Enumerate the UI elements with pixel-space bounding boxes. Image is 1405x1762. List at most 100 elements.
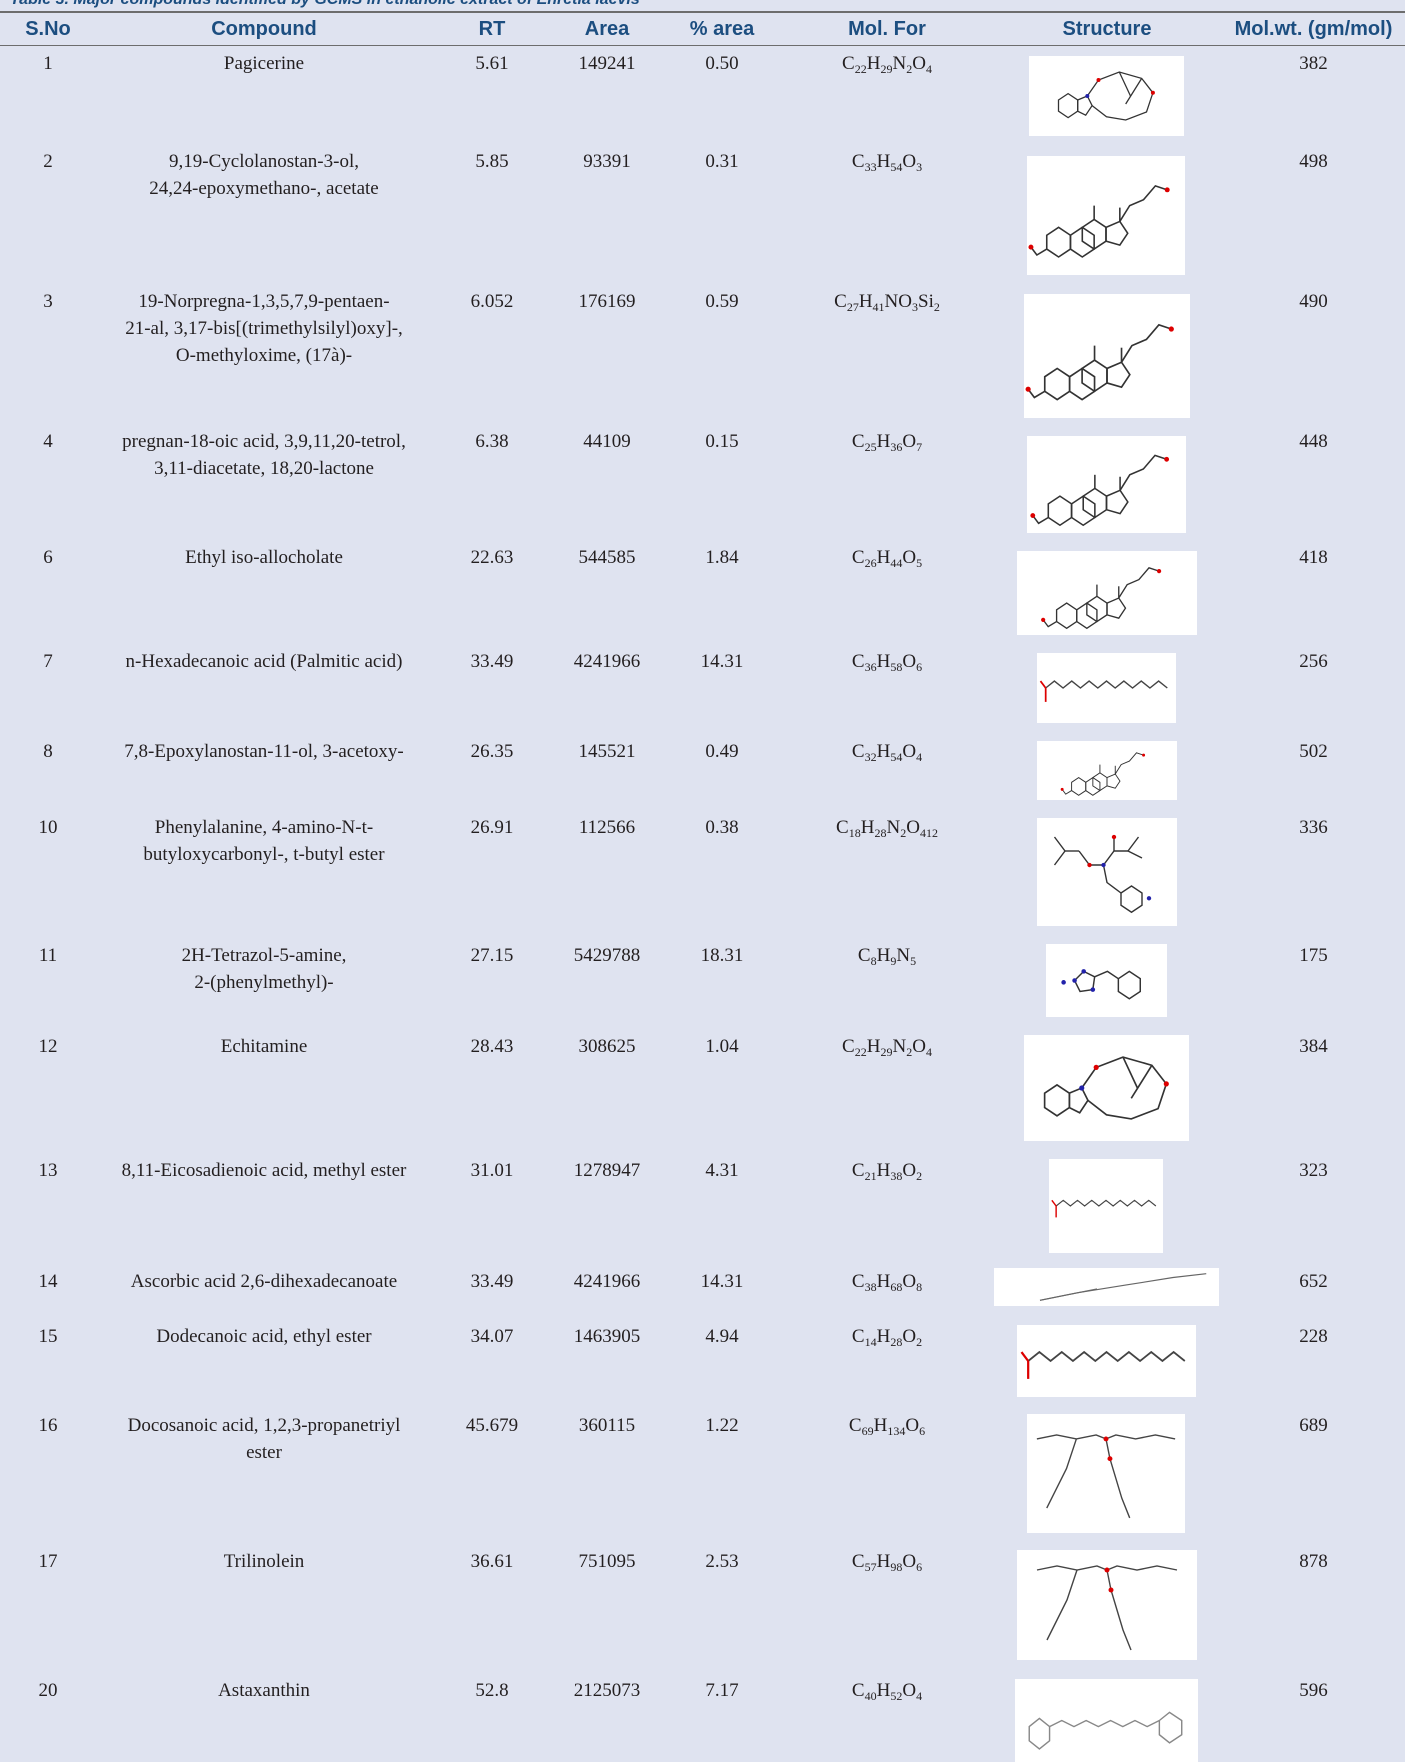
formula-element: H bbox=[876, 651, 891, 672]
formula-element: H bbox=[876, 151, 891, 172]
row-area: 1278947 bbox=[573, 1160, 641, 1181]
structure-drawing bbox=[1041, 567, 1162, 630]
row-sno: 4 bbox=[43, 431, 53, 452]
compound-name-line: 9,19-Cyclolanostan-3-ol, bbox=[169, 151, 359, 172]
formula-element: C bbox=[851, 1326, 865, 1347]
compound-name-line: Docosanoic acid, 1,2,3-propanetriyl bbox=[127, 1415, 401, 1436]
compound-name-line: pregnan-18-oic acid, 3,9,11,20-tetrol, bbox=[122, 431, 406, 452]
row-compound-name: Echitamine bbox=[96, 1033, 432, 1060]
formula-element: H bbox=[876, 741, 891, 762]
row-area: 145521 bbox=[578, 741, 636, 762]
structure-drawing bbox=[1039, 680, 1168, 702]
row-retention-time: 33.49 bbox=[470, 1271, 514, 1292]
formula-element: O bbox=[902, 1551, 917, 1572]
structure-drawing bbox=[1053, 834, 1152, 914]
row-molecular-formula: C69H134O6 bbox=[782, 1412, 992, 1439]
compound-name-line: 2H-Tetrazol-5-amine, bbox=[181, 945, 347, 966]
steroid-structure-icon bbox=[1037, 741, 1177, 800]
row-molecular-weight: 384 bbox=[1299, 1036, 1328, 1057]
row-molecular-formula: C22H29N2O4 bbox=[782, 1033, 992, 1060]
row-compound-name: Pagicerine bbox=[96, 50, 432, 77]
compound-name-line: 7,8-Epoxylanostan-11-ol, 3-acetoxy- bbox=[124, 741, 404, 762]
formula-subscript: 22 bbox=[854, 62, 867, 76]
row-area: 44109 bbox=[583, 431, 631, 452]
row-area: 4241966 bbox=[573, 651, 641, 672]
row-percent-area: 1.22 bbox=[705, 1415, 739, 1436]
triglyceride-structure-icon bbox=[1017, 1550, 1197, 1660]
row-compound-name: Dodecanoic acid, ethyl ester bbox=[96, 1323, 432, 1350]
formula-element: O bbox=[902, 1271, 917, 1292]
header-sno: S.No bbox=[25, 18, 71, 40]
formula-subscript: 38 bbox=[890, 1169, 903, 1183]
row-molecular-weight: 448 bbox=[1299, 431, 1328, 452]
formula-element: H bbox=[858, 291, 873, 312]
structure-drawing bbox=[1036, 1434, 1176, 1519]
row-molecular-formula: C21H38O2 bbox=[782, 1157, 992, 1184]
steroid-structure-icon bbox=[1024, 294, 1190, 418]
formula-element: C bbox=[857, 945, 871, 966]
formula-subscript: 21 bbox=[864, 1169, 877, 1183]
formula-element: H bbox=[876, 1551, 891, 1572]
compound-name-line: Ascorbic acid 2,6-dihexadecanoate bbox=[130, 1271, 398, 1292]
row-area: 308625 bbox=[578, 1036, 636, 1057]
header-molecular-weight: Mol.wt. (gm/mol) bbox=[1234, 18, 1393, 40]
row-molecular-weight: 502 bbox=[1299, 741, 1328, 762]
formula-element: N bbox=[892, 1036, 907, 1057]
fatty-acid-chain-structure-icon bbox=[1017, 1325, 1196, 1397]
row-percent-area: 0.15 bbox=[705, 431, 739, 452]
compound-name-line: Trilinolein bbox=[223, 1551, 305, 1572]
formula-element: O bbox=[912, 1036, 926, 1057]
row-molecular-weight: 323 bbox=[1299, 1160, 1328, 1181]
row-area: 544585 bbox=[578, 547, 636, 568]
row-compound-name: Ascorbic acid 2,6-dihexadecanoate bbox=[96, 1268, 432, 1295]
formula-element: Si bbox=[918, 291, 934, 312]
formula-element: H bbox=[876, 1680, 891, 1701]
header-structure: Structure bbox=[1062, 18, 1152, 40]
formula-subscript: 54 bbox=[890, 160, 903, 174]
row-compound-name: 7,8-Epoxylanostan-11-ol, 3-acetoxy- bbox=[96, 738, 432, 765]
formula-subscript: 38 bbox=[864, 1280, 877, 1294]
formula-subscript: 58 bbox=[890, 660, 903, 674]
formula-subscript: 40 bbox=[864, 1689, 877, 1703]
formula-subscript: 6 bbox=[916, 660, 923, 674]
row-area: 176169 bbox=[578, 291, 636, 312]
formula-element: C bbox=[851, 547, 865, 568]
structure-drawing bbox=[1028, 184, 1170, 258]
row-retention-time: 27.15 bbox=[470, 945, 514, 966]
row-sno: 2 bbox=[43, 151, 53, 172]
formula-element: O bbox=[902, 651, 917, 672]
row-percent-area: 0.50 bbox=[705, 53, 739, 74]
row-sno: 14 bbox=[38, 1271, 58, 1292]
formula-subscript: 6 bbox=[919, 1424, 926, 1438]
formula-subscript: 2 bbox=[933, 300, 940, 314]
formula-subscript: 4 bbox=[916, 1689, 923, 1703]
formula-element: H bbox=[876, 547, 891, 568]
structure-drawing bbox=[1057, 71, 1155, 121]
row-compound-name: 8,11-Eicosadienoic acid, methyl ester bbox=[96, 1157, 432, 1184]
formula-subscript: 2 bbox=[906, 1045, 913, 1059]
row-percent-area: 18.31 bbox=[700, 945, 744, 966]
table-caption: Table 3. Major compounds identified by G… bbox=[10, 0, 640, 9]
header-molecular-formula: Mol. For bbox=[848, 18, 926, 40]
row-area: 149241 bbox=[578, 53, 636, 74]
formula-element: O bbox=[902, 741, 917, 762]
formula-element: O bbox=[902, 1680, 917, 1701]
row-area: 1463905 bbox=[573, 1326, 641, 1347]
row-sno: 20 bbox=[38, 1680, 58, 1701]
row-molecular-weight: 175 bbox=[1299, 945, 1328, 966]
formula-subscript: 6 bbox=[916, 1560, 923, 1574]
formula-subscript: 3 bbox=[912, 300, 918, 314]
formula-element: C bbox=[848, 1415, 862, 1436]
row-molecular-formula: C38H68O8 bbox=[782, 1268, 992, 1295]
compound-name-line: Phenylalanine, 4-amino-N-t- bbox=[154, 817, 374, 838]
formula-element: H bbox=[876, 1326, 891, 1347]
formula-element: C bbox=[851, 741, 865, 762]
steroid-structure-icon bbox=[1027, 436, 1186, 533]
row-molecular-weight: 652 bbox=[1299, 1271, 1328, 1292]
row-molecular-weight: 418 bbox=[1299, 547, 1328, 568]
row-sno: 3 bbox=[43, 291, 53, 312]
row-retention-time: 52.8 bbox=[475, 1680, 509, 1701]
structure-drawing bbox=[1028, 1711, 1183, 1750]
formula-subscript: 9 bbox=[890, 954, 897, 968]
row-retention-time: 34.07 bbox=[470, 1326, 514, 1347]
